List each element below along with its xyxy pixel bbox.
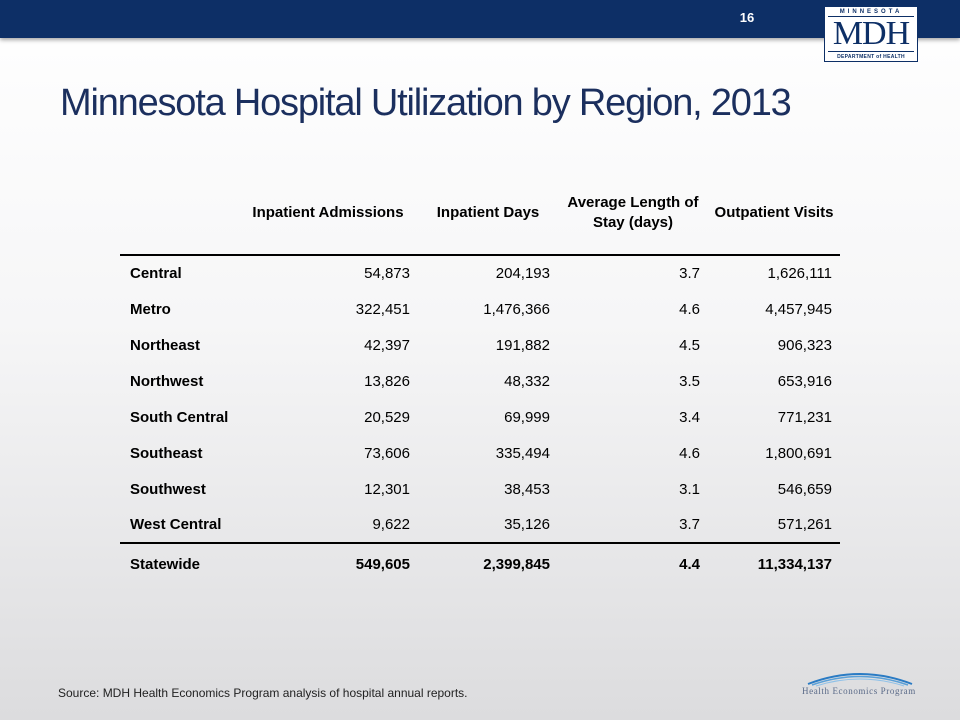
health-economics-program-logo — [807, 673, 913, 687]
region-cell: Southeast — [130, 444, 203, 462]
source-note: Source: MDH Health Economics Program ana… — [58, 686, 468, 700]
total-outpatient: 11,334,137 — [708, 542, 840, 585]
admissions-cell: 13,826 — [364, 372, 410, 390]
alos-cell: 3.7 — [679, 265, 700, 282]
health-economics-program-text: Health Economics Program — [802, 686, 916, 696]
alos-cell: 4.6 — [679, 300, 700, 318]
total-days: 2,399,845 — [418, 542, 558, 585]
table-row: West Central 9,622 35,126 3.7 571,261 — [120, 507, 840, 543]
table-total-row: Statewide 549,605 2,399,845 4.4 11,334,1… — [120, 542, 840, 585]
days-cell: 38,453 — [504, 480, 550, 498]
days-cell: 69,999 — [504, 408, 550, 426]
outpatient-cell: 1,626,111 — [767, 265, 832, 282]
admissions-cell: 20,529 — [364, 408, 410, 426]
column-header-outpatient-visits: Outpatient Visits — [708, 172, 840, 256]
alos-cell: 3.4 — [679, 408, 700, 426]
days-cell: 1,476,366 — [483, 300, 550, 318]
alos-cell: 3.7 — [679, 516, 700, 533]
table-row: Southeast 73,606 335,494 4.6 1,800,691 — [120, 435, 840, 471]
logo-mark: MDH — [828, 16, 914, 52]
page-title: Minnesota Hospital Utilization by Region… — [60, 82, 792, 124]
column-header-inpatient-days: Inpatient Days — [418, 172, 558, 256]
days-cell: 48,332 — [504, 372, 550, 390]
table-row: Northeast 42,397 191,882 4.5 906,323 — [120, 327, 840, 363]
column-header-inpatient-admissions: Inpatient Admissions — [238, 172, 418, 256]
outpatient-cell: 1,800,691 — [765, 444, 832, 462]
header-bar: 16 — [0, 0, 960, 38]
outpatient-cell: 653,916 — [777, 372, 832, 390]
days-cell: 35,126 — [504, 516, 550, 533]
outpatient-cell: 771,231 — [777, 408, 832, 426]
alos-cell: 4.5 — [679, 336, 700, 354]
logo-dept-text: DEPARTMENT of HEALTH — [837, 54, 905, 60]
region-cell: Metro — [130, 300, 171, 318]
table-row: Central 54,873 204,193 3.7 1,626,111 — [120, 255, 840, 291]
total-region: Statewide — [120, 542, 238, 585]
table-row: Metro 322,451 1,476,366 4.6 4,457,945 — [120, 291, 840, 327]
region-cell: West Central — [130, 516, 222, 533]
total-admissions: 549,605 — [238, 542, 418, 585]
region-cell: Northeast — [130, 336, 201, 354]
admissions-cell: 9,622 — [372, 516, 410, 533]
outpatient-cell: 4,457,945 — [765, 300, 832, 318]
total-alos: 4.4 — [558, 542, 708, 585]
table-row: Northwest 13,826 48,332 3.5 653,916 — [120, 363, 840, 399]
alos-cell: 4.6 — [679, 444, 700, 462]
admissions-cell: 42,397 — [364, 336, 410, 354]
table-row: Southwest 12,301 38,453 3.1 546,659 — [120, 471, 840, 507]
table-header-row: Inpatient Admissions Inpatient Days Aver… — [120, 172, 840, 256]
outpatient-cell: 571,261 — [777, 516, 832, 533]
admissions-cell: 322,451 — [355, 300, 410, 318]
outpatient-cell: 906,323 — [777, 336, 832, 354]
slide-number: 16 — [739, 10, 755, 25]
column-header-region — [120, 172, 238, 256]
admissions-cell: 12,301 — [364, 480, 410, 498]
days-cell: 191,882 — [495, 336, 550, 354]
admissions-cell: 73,606 — [364, 444, 410, 462]
table-body: Central 54,873 204,193 3.7 1,626,111 Metro 322… — [120, 255, 840, 543]
days-cell: 335,494 — [495, 444, 550, 462]
utilization-table: Inpatient Admissions Inpatient Days Aver… — [120, 172, 840, 585]
logo-state-text: MINNESOTA — [839, 9, 903, 15]
outpatient-cell: 546,659 — [777, 480, 832, 498]
mdh-logo: MINNESOTA MDH DEPARTMENT of HEALTH — [824, 6, 918, 62]
alos-cell: 3.5 — [679, 372, 700, 390]
admissions-cell: 54,873 — [364, 265, 410, 282]
days-cell: 204,193 — [495, 265, 550, 282]
column-header-average-length-of-stay: Average Length of Stay (days) — [558, 172, 708, 256]
region-cell: Central — [130, 265, 182, 282]
region-cell: South Central — [130, 408, 229, 426]
table-row: South Central 20,529 69,999 3.4 771,231 — [120, 399, 840, 435]
region-cell: Northwest — [130, 372, 204, 390]
region-cell: Southwest — [130, 480, 206, 498]
alos-cell: 3.1 — [679, 480, 700, 498]
